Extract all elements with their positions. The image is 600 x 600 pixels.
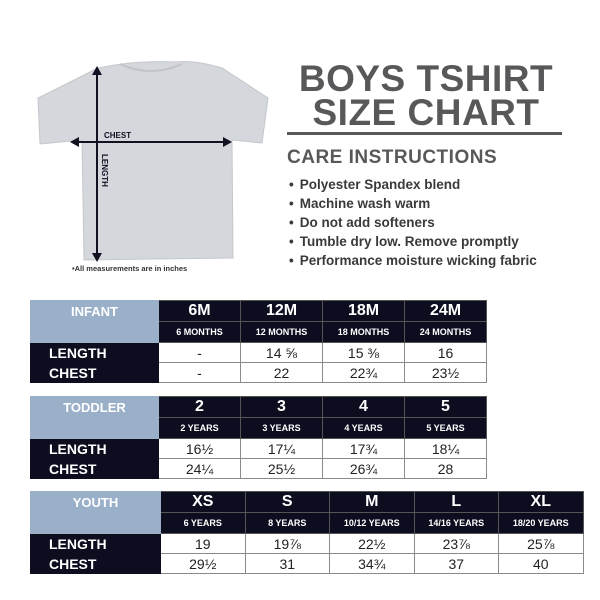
age-label: 14/16 YEARS <box>413 512 499 534</box>
care-item: Tumble dry low. Remove promptly <box>289 232 537 251</box>
age-row: 6 YEARS 8 YEARS 10/12 YEARS 14/16 YEARS 18/2… <box>31 512 584 534</box>
measurement-value: 16½ <box>158 438 241 459</box>
page-title-line2: SIZE CHART <box>312 92 540 133</box>
size-label: 2 <box>158 396 241 418</box>
care-item: Machine wash warm <box>289 194 537 213</box>
table-row: LENGTH -14 ⅝ 15 ⅜ 16 <box>30 342 487 363</box>
table-header-row: INFANT 6M 12M 18M 24M <box>30 300 487 343</box>
measurement-value: - <box>158 362 241 383</box>
size-label: 5 <box>404 396 487 418</box>
size-table-toddler: TODDLER 2 3 4 5 2 YEARS 3 YEARS 4 YEARS 5 YEARS L… <box>30 396 487 479</box>
age-label: 3 YEARS <box>240 417 323 439</box>
care-item: Polyester Spandex blend <box>289 175 537 194</box>
measurement-value: 19 <box>160 533 246 554</box>
age-label: 18/20 YEARS <box>498 512 584 534</box>
age-label: 6 YEARS <box>160 512 246 534</box>
chest-arrow <box>70 137 232 147</box>
measurement-value: - <box>158 342 241 363</box>
size-table-youth: YOUTH XS S M L XL 6 YEARS 8 YEARS 10/12 YEARS 14/… <box>30 491 584 574</box>
measurement-value: 28 <box>404 458 487 479</box>
care-item: Performance moisture wicking fabric <box>289 251 537 270</box>
size-label: 24M <box>404 300 487 322</box>
page-title-line1: BOYS TSHIRT <box>298 58 554 99</box>
table-row: LENGTH 19 19⅞ 22½ 23⅞ 25⅞ <box>30 533 584 554</box>
size-label: 4 <box>322 396 405 418</box>
measurement-note: •All measurements are in inches <box>72 264 188 273</box>
measurement-value: 25½ <box>240 458 323 479</box>
category-label: YOUTH <box>30 491 161 534</box>
care-item: Do not add softeners <box>289 213 537 232</box>
age-label: 24 MONTHS <box>404 321 487 343</box>
age-label: 5 YEARS <box>404 417 487 439</box>
table-header-row: TODDLER 2 3 4 5 <box>30 396 487 439</box>
size-label: 6M <box>158 300 241 322</box>
age-label: 6 MONTHS <box>158 321 241 343</box>
measurement-value: 26¾ <box>322 458 405 479</box>
category-label: INFANT <box>30 300 159 343</box>
measurement-value: 29½ <box>160 553 246 574</box>
size-label: 3 <box>240 396 323 418</box>
measurement-value: 31 <box>244 553 330 574</box>
age-row: 6 MONTHS 12 MONTHS 18 MONTHS 24 MONTHS <box>31 321 487 343</box>
measurement-value: 40 <box>498 553 584 574</box>
table-row: CHEST -22 22¾ 23½ <box>30 362 487 383</box>
measurement-value: 18¼ <box>404 438 487 459</box>
length-arrow <box>92 66 102 262</box>
size-label: 12M <box>240 300 323 322</box>
category-label: TODDLER <box>30 396 159 439</box>
measurement-value: 24¼ <box>158 458 241 479</box>
size-label: S <box>244 491 330 513</box>
age-row: 2 YEARS 3 YEARS 4 YEARS 5 YEARS <box>31 417 487 439</box>
size-label: XL <box>498 491 584 513</box>
size-table-infant: INFANT 6M 12M 18M 24M 6 MONTHS 12 MONTHS 18 MON… <box>30 300 487 383</box>
size-label: XS <box>160 491 246 513</box>
age-label: 10/12 YEARS <box>329 512 415 534</box>
chest-label: CHEST <box>104 131 131 140</box>
care-list: Polyester Spandex blend Machine wash war… <box>289 175 537 270</box>
measurement-value: 22¾ <box>322 362 405 383</box>
measurement-value: 25⅞ <box>498 533 584 554</box>
table-row: CHEST 29½ 31 34¾ 37 40 <box>30 553 584 574</box>
measurement-label: CHEST <box>30 458 159 479</box>
age-label: 8 YEARS <box>244 512 330 534</box>
age-label: 2 YEARS <box>158 417 241 439</box>
measurement-value: 19⅞ <box>244 533 330 554</box>
size-label: 18M <box>322 300 405 322</box>
measurement-value: 34¾ <box>329 553 415 574</box>
size-label: L <box>413 491 499 513</box>
measurement-value: 14 ⅝ <box>240 342 323 363</box>
measurement-label: CHEST <box>30 553 161 574</box>
measurement-value: 22½ <box>329 533 415 554</box>
size-label: M <box>329 491 415 513</box>
measurement-value: 17¼ <box>240 438 323 459</box>
measurement-label: CHEST <box>30 362 159 383</box>
title-divider <box>287 132 562 135</box>
table-row: LENGTH 16½ 17¼ 17¾ 18¼ <box>30 438 487 459</box>
measurement-label: LENGTH <box>30 438 159 459</box>
measurement-value: 23½ <box>404 362 487 383</box>
measurement-value: 16 <box>404 342 487 363</box>
table-header-row: YOUTH XS S M L XL <box>30 491 584 534</box>
measurement-value: 17¾ <box>322 438 405 459</box>
measurement-label: LENGTH <box>30 342 159 363</box>
tshirt-illustration: CHEST LENGTH <box>37 61 269 262</box>
measurement-label: LENGTH <box>30 533 161 554</box>
measurement-value: 15 ⅜ <box>322 342 405 363</box>
measurement-value: 37 <box>413 553 499 574</box>
age-label: 4 YEARS <box>322 417 405 439</box>
measurement-value: 22 <box>240 362 323 383</box>
age-label: 18 MONTHS <box>322 321 405 343</box>
length-label: LENGTH <box>100 154 109 187</box>
table-row: CHEST 24¼ 25½ 26¾ 28 <box>30 458 487 479</box>
care-heading: CARE INSTRUCTIONS <box>287 147 498 168</box>
measurement-value: 23⅞ <box>413 533 499 554</box>
age-label: 12 MONTHS <box>240 321 323 343</box>
